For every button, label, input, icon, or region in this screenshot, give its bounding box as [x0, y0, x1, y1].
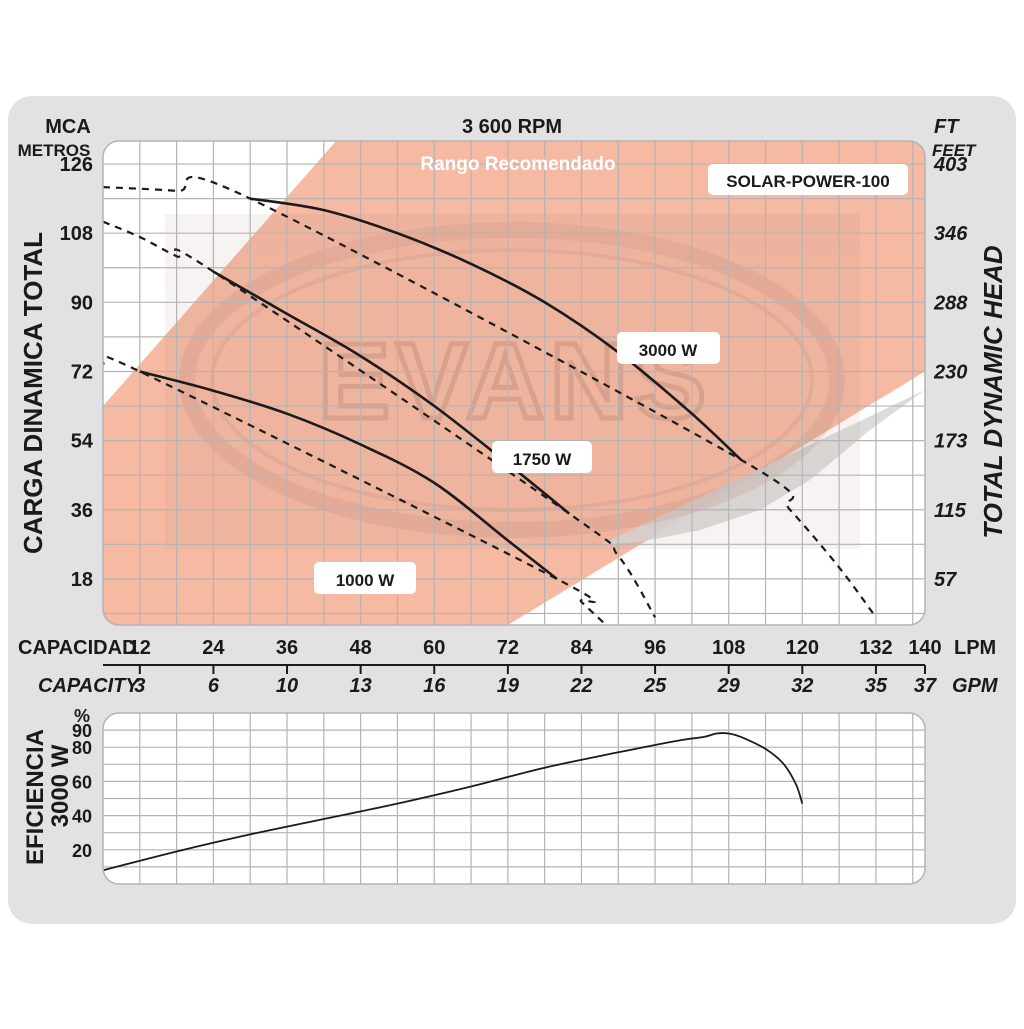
eff-tick-label: 80 — [72, 738, 92, 758]
y-tick-label-ft: 57 — [934, 569, 957, 591]
y-tick-label: 108 — [60, 223, 93, 245]
eff-tick-label: 40 — [72, 807, 92, 827]
curve-solid-3000w — [250, 197, 742, 461]
x-tick-label-lpm: 24 — [202, 637, 225, 659]
x-tick-label-gpm: 32 — [791, 675, 813, 697]
series-label-1750: 1750 W — [513, 450, 573, 469]
x-tick-label-gpm: 10 — [276, 675, 298, 697]
efficiency-title-1: EFICIENCIA — [22, 729, 49, 865]
left-unit-metros: METROS — [18, 141, 91, 160]
lpm-unit: LPM — [954, 637, 996, 659]
x-tick-label-gpm: 6 — [208, 675, 220, 697]
right-unit-feet: FEET — [932, 141, 977, 160]
model-label: SOLAR-POWER-100 — [726, 172, 889, 191]
left-unit-mca: MCA — [45, 116, 91, 138]
y-tick-label: 18 — [71, 569, 93, 591]
curve-dashed-1750w — [103, 220, 657, 618]
x-tick-label-lpm: 132 — [859, 637, 892, 659]
efficiency-grid — [103, 713, 925, 884]
eff-tick-label: 60 — [72, 772, 92, 792]
x-tick-label-lpm: 140 — [908, 637, 941, 659]
x-tick-label-gpm: 37 — [914, 675, 937, 697]
y-tick-label-ft: 346 — [934, 223, 968, 245]
evans-watermark: EVANS — [165, 214, 860, 549]
range-label: Rango Recomendado — [420, 154, 615, 175]
curve-dashed-1000w — [103, 352, 607, 625]
x-tick-label-gpm: 3 — [134, 675, 145, 697]
y-tick-label: 54 — [71, 431, 94, 453]
x-tick-label-gpm: 22 — [569, 675, 592, 697]
y-tick-label: 126 — [60, 154, 93, 176]
capacity-label: CAPACITY — [38, 675, 140, 697]
x-tick-label-gpm: 19 — [497, 675, 520, 697]
shadow-wedge — [600, 390, 925, 545]
x-tick-label-lpm: 12 — [129, 637, 151, 659]
left-axis-title: CARGA DINAMICA TOTAL — [18, 232, 48, 554]
x-tick-label-lpm: 120 — [786, 637, 819, 659]
recommended-range-region — [103, 141, 925, 625]
eff-tick-label: 20 — [72, 841, 92, 861]
gpm-unit: GPM — [952, 675, 999, 697]
x-tick-label-gpm: 25 — [643, 675, 667, 697]
x-tick-label-lpm: 36 — [276, 637, 298, 659]
series-label-1000: 1000 W — [336, 571, 396, 590]
right-axis-title: TOTAL DYNAMIC HEAD — [978, 245, 1008, 538]
series-labels: 3000 W 1750 W 1000 W — [314, 332, 720, 594]
x-tick-label-lpm: 60 — [423, 637, 445, 659]
main-axis-ticks: 18 57 36 115 54 173 72 230 90 288 108 346 126 403 — [60, 154, 969, 591]
y-tick-label-ft: 288 — [933, 292, 968, 314]
y-tick-label-ft: 403 — [933, 154, 967, 176]
curve-dashed-3000w — [103, 175, 877, 618]
efficiency-curve — [103, 732, 804, 872]
eff-tick-label: 90 — [72, 721, 92, 741]
x-tick-label-lpm: 96 — [644, 637, 666, 659]
capacidad-label: CAPACIDAD — [18, 637, 137, 659]
y-tick-label-ft: 173 — [934, 431, 967, 453]
model-label-box: SOLAR-POWER-100 — [708, 164, 908, 195]
x-tick-label-gpm: 35 — [865, 675, 888, 697]
y-tick-label-ft: 115 — [934, 500, 967, 522]
right-unit-ft: FT — [934, 116, 960, 138]
x-tick-label-lpm: 84 — [570, 637, 593, 659]
series-label-3000: 3000 W — [639, 341, 699, 360]
capacity-axis-ticks: 12 3 24 6 36 10 48 13 60 16 72 19 84 22 96 25 108 29 120 32… — [129, 637, 942, 697]
y-tick-label: 72 — [71, 361, 93, 383]
x-tick-label-lpm: 108 — [712, 637, 745, 659]
x-tick-label-lpm: 48 — [350, 637, 372, 659]
x-tick-label-gpm: 13 — [350, 675, 372, 697]
rpm-title: 3 600 RPM — [462, 116, 562, 138]
x-tick-label-lpm: 72 — [497, 637, 519, 659]
curve-solid-1000w — [139, 370, 558, 580]
efficiency-unit: % — [74, 706, 90, 726]
y-tick-label-ft: 230 — [933, 361, 967, 383]
x-tick-label-gpm: 29 — [717, 675, 741, 697]
x-tick-label-gpm: 16 — [423, 675, 446, 697]
efficiency-title-2: 3000 W — [47, 744, 74, 827]
y-tick-label: 36 — [71, 500, 93, 522]
y-tick-label: 90 — [71, 292, 93, 314]
